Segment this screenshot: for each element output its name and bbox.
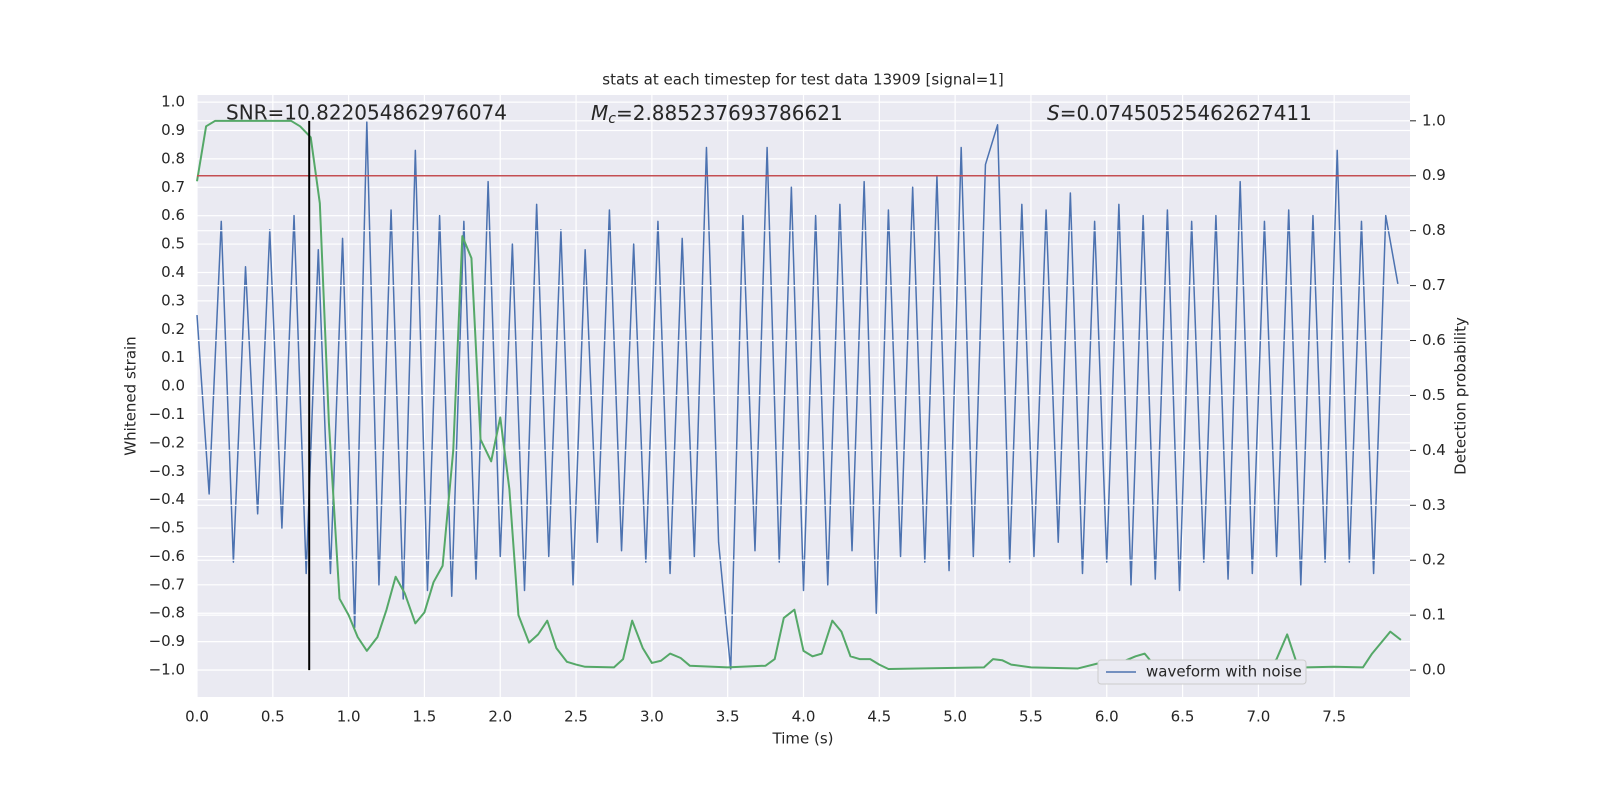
y-tick-label: −0.1 [149, 405, 185, 423]
x-tick-label: 4.0 [792, 708, 816, 726]
chart-title: stats at each timestep for test data 139… [602, 71, 1003, 89]
y-axis-label: Whitened strain [122, 336, 140, 455]
series-line [196, 119, 1402, 670]
y-tick-label: −0.6 [149, 547, 185, 565]
s-value: =0.07450525462627411 [1060, 101, 1312, 125]
legend-label: waveform with noise [1146, 663, 1302, 681]
y-tick-label: −1.0 [149, 661, 185, 679]
y2-tick-label: 0.0 [1422, 661, 1446, 679]
y-tick-label: −0.2 [149, 433, 185, 451]
y2-axis-label: Detection probability [1452, 317, 1470, 475]
x-tick-label: 0.5 [261, 708, 285, 726]
y2-tick-label: 0.6 [1422, 331, 1446, 349]
y2-tick-label: 0.7 [1422, 276, 1446, 294]
y-tick-label: 0.5 [161, 235, 185, 253]
x-tick-label: 3.5 [716, 708, 740, 726]
mc-annotation: Mc=2.885237693786621 [591, 101, 843, 128]
y-tick-label: 0.0 [161, 377, 185, 395]
series-line [196, 121, 1399, 671]
y-tick-label: −0.4 [149, 490, 185, 508]
x-tick-label: 2.5 [564, 708, 588, 726]
x-tick-label: 6.5 [1171, 708, 1195, 726]
mc-subscript: c [608, 111, 616, 127]
y-tick-label: 0.6 [161, 206, 185, 224]
legend-box [1097, 659, 1307, 685]
x-tick-label: 0.0 [185, 708, 209, 726]
y-tick-label: 0.2 [161, 320, 185, 338]
y-tick-label: −0.8 [149, 604, 185, 622]
y2-tick-label: 0.3 [1422, 496, 1446, 514]
y2-tick-label: 0.2 [1422, 551, 1446, 569]
x-axis-label: Time (s) [772, 730, 834, 748]
x-tick-label: 5.0 [943, 708, 967, 726]
y-tick-label: 0.4 [161, 263, 185, 281]
y-tick-label: 0.9 [161, 121, 185, 139]
y-tick-label: −0.9 [149, 632, 185, 650]
mc-symbol: M [591, 101, 608, 125]
y2-tick-label: 0.1 [1422, 606, 1446, 624]
x-tick-label: 2.0 [488, 708, 512, 726]
x-tick-label: 4.5 [867, 708, 891, 726]
y2-tick-label: 1.0 [1422, 111, 1446, 129]
y-tick-label: 0.3 [161, 291, 185, 309]
s-annotation: S=0.07450525462627411 [1047, 101, 1312, 125]
x-tick-label: 1.5 [413, 708, 437, 726]
y-tick-label: 0.7 [161, 178, 185, 196]
y2-tick-label: 0.5 [1422, 386, 1446, 404]
y2-tick-label: 0.4 [1422, 441, 1446, 459]
y-tick-label: −0.5 [149, 519, 185, 537]
y2-tick-label: 0.9 [1422, 166, 1446, 184]
mc-value: =2.885237693786621 [616, 101, 843, 125]
y-tick-label: 1.0 [161, 93, 185, 111]
x-tick-label: 5.5 [1019, 708, 1043, 726]
x-tick-label: 6.0 [1095, 708, 1119, 726]
x-tick-label: 7.5 [1322, 708, 1346, 726]
x-tick-label: 3.0 [640, 708, 664, 726]
y-tick-label: 0.1 [161, 348, 185, 366]
y-tick-label: −0.3 [149, 462, 185, 480]
y-tick-label: −0.7 [149, 575, 185, 593]
y-tick-label: 0.8 [161, 149, 185, 167]
y2-tick-label: 0.8 [1422, 221, 1446, 239]
s-symbol: S [1047, 101, 1060, 125]
x-tick-label: 1.0 [337, 708, 361, 726]
x-tick-label: 7.0 [1246, 708, 1270, 726]
snr-annotation: SNR=10.822054862976074 [226, 101, 507, 125]
